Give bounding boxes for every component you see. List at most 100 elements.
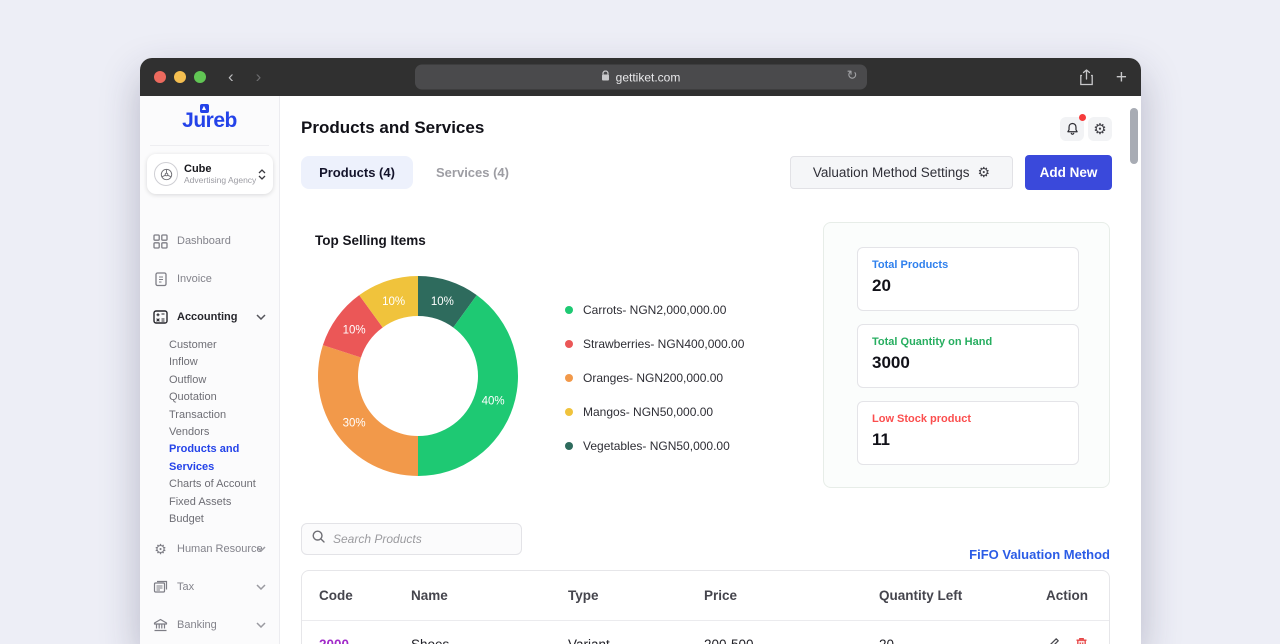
logo-mark-icon: ▲	[199, 104, 209, 113]
donut-slice-oranges	[318, 345, 418, 476]
new-tab-icon[interactable]: +	[1115, 66, 1127, 88]
column-header-code: Code	[319, 588, 353, 603]
submenu-item-charts-of-account[interactable]: Charts of Account	[169, 478, 256, 491]
delete-icon[interactable]	[1075, 637, 1088, 644]
sidebar-item-banking[interactable]: Banking	[140, 607, 279, 643]
column-header-action: Action	[1046, 588, 1088, 603]
submenu-item-products-and-services[interactable]: Products and Services	[169, 443, 240, 473]
table-row: 2000 Shoes Variant 200-500 20	[302, 621, 1109, 644]
sidebar-item-label: Tax	[177, 581, 195, 594]
submenu-item-budget[interactable]: Budget	[169, 513, 204, 526]
notifications-button[interactable]	[1060, 114, 1086, 141]
minimize-window-button[interactable]	[174, 71, 186, 83]
sidebar-item-label: Dashboard	[177, 235, 231, 247]
sidebar-item-dashboard[interactable]: Dashboard	[140, 223, 279, 259]
sidebar-item-human-resource[interactable]: ⚙ Human Resource	[140, 531, 279, 567]
chevron-updown-icon	[258, 168, 266, 180]
legend-item: Vegetables- NGN50,000.00	[565, 429, 744, 463]
chevron-down-icon[interactable]	[256, 584, 266, 591]
legend-label: Mangos- NGN50,000.00	[583, 405, 714, 419]
browser-forward-icon[interactable]: ›	[255, 67, 262, 86]
gear-icon: ⚙	[977, 164, 991, 180]
scrollbar-thumb[interactable]	[1130, 108, 1138, 164]
company-avatar-icon	[154, 162, 178, 186]
zoom-window-button[interactable]	[194, 71, 206, 83]
donut-slice-vegetables	[418, 276, 477, 328]
submenu-item-transaction[interactable]: Transaction	[169, 408, 227, 421]
valuation-method-settings-label: Valuation Method Settings	[812, 165, 970, 180]
stat-card-total-products: Total Products 20	[857, 247, 1079, 311]
tab-services[interactable]: Services (4)	[436, 165, 509, 180]
submenu-item-quotation[interactable]: Quotation	[169, 391, 217, 404]
product-price: 200-500	[704, 636, 754, 644]
main-content: Products and Services ⚙ Products (4) Ser…	[280, 96, 1141, 644]
close-window-button[interactable]	[154, 71, 166, 83]
sidebar-item-tax[interactable]: Tax	[140, 569, 279, 605]
inventory-stats-panel: Total Products 20 Total Quantity on Hand…	[823, 222, 1110, 488]
invoice-icon	[152, 271, 169, 287]
legend-label: Carrots- NGN2,000,000.00	[583, 303, 727, 317]
chevron-down-icon[interactable]	[256, 314, 266, 320]
valuation-method-settings-button[interactable]: Valuation Method Settings ⚙	[790, 156, 1013, 189]
sidebar-nav: Dashboard Invoice Accounting	[140, 223, 279, 643]
dashboard-icon	[152, 233, 169, 249]
legend-label: Vegetables- NGN50,000.00	[583, 439, 730, 453]
bank-icon	[152, 618, 169, 632]
sidebar-item-accounting[interactable]: Accounting	[140, 299, 279, 335]
product-quantity-left: 20	[879, 636, 895, 644]
legend-dot	[565, 340, 573, 348]
legend-dot	[565, 442, 573, 450]
reload-icon[interactable]: ↻	[846, 67, 858, 83]
legend-dot	[565, 408, 573, 416]
chart-title: Top Selling Items	[315, 233, 426, 248]
submenu-item-inflow[interactable]: Inflow	[169, 356, 198, 369]
share-icon[interactable]	[1079, 68, 1094, 86]
add-new-button[interactable]: Add New	[1025, 155, 1112, 190]
stat-card-total-quantity: Total Quantity on Hand 3000	[857, 324, 1079, 388]
column-header-type: Type	[568, 588, 599, 603]
column-header-name: Name	[411, 588, 448, 603]
donut-slice-mangos	[359, 276, 418, 328]
table-header-row: Code Name Type Price Quantity Left Actio…	[302, 571, 1109, 621]
browser-titlebar: ‹ › gettiket.com ↻ +	[140, 58, 1141, 96]
legend-item: Carrots- NGN2,000,000.00	[565, 293, 744, 327]
chevron-down-icon[interactable]	[256, 546, 266, 553]
submenu-item-customer[interactable]: Customer	[169, 339, 217, 351]
company-subtitle: Advertising Agency	[184, 175, 257, 185]
search-input[interactable]	[333, 532, 511, 546]
accounting-submenu: Customer Inflow Outflow Quotation Transa…	[140, 337, 279, 528]
top-selling-donut-chart: 10% 40% 30% 10% 10%	[318, 276, 518, 476]
gear-icon: ⚙	[1093, 121, 1107, 138]
chevron-down-icon[interactable]	[256, 622, 266, 629]
submenu-item-fixed-assets[interactable]: Fixed Assets	[169, 495, 232, 508]
page-title: Products and Services	[301, 118, 485, 137]
legend-item: Strawberries- NGN400,000.00	[565, 327, 744, 361]
company-switcher[interactable]: Cube Advertising Agency	[147, 154, 273, 194]
legend-dot	[565, 306, 573, 314]
window-controls	[154, 71, 206, 83]
address-bar[interactable]: gettiket.com ↻	[414, 64, 867, 90]
tab-products[interactable]: Products (4)	[301, 156, 413, 189]
sidebar-item-label: Human Resource	[177, 543, 263, 556]
submenu-item-vendors[interactable]: Vendors	[169, 426, 210, 439]
jureb-logo: Jureb ▲	[172, 104, 248, 133]
stat-label: Low Stock product	[872, 413, 971, 425]
browser-back-icon[interactable]: ‹	[228, 67, 234, 86]
product-name: Shoes	[411, 636, 450, 644]
logo-text: Jureb	[182, 109, 237, 132]
submenu-item-outflow[interactable]: Outflow	[169, 373, 207, 386]
legend-item: Mangos- NGN50,000.00	[565, 395, 744, 429]
legend-item: Oranges- NGN200,000.00	[565, 361, 744, 395]
search-icon	[312, 530, 325, 548]
tax-document-icon	[152, 580, 169, 594]
lock-icon	[601, 69, 610, 84]
sidebar-item-invoice[interactable]: Invoice	[140, 261, 279, 297]
browser-window: ‹ › gettiket.com ↻ + Jureb ▲	[140, 58, 1141, 644]
edit-icon[interactable]	[1046, 637, 1060, 644]
fifo-valuation-method-link[interactable]: FiFO Valuation Method	[969, 547, 1110, 562]
notification-badge	[1079, 114, 1086, 121]
settings-button[interactable]: ⚙	[1088, 117, 1112, 141]
stat-value: 20	[872, 276, 891, 295]
product-code-link[interactable]: 2000	[319, 636, 350, 644]
donut-slice-strawberries	[322, 295, 383, 358]
